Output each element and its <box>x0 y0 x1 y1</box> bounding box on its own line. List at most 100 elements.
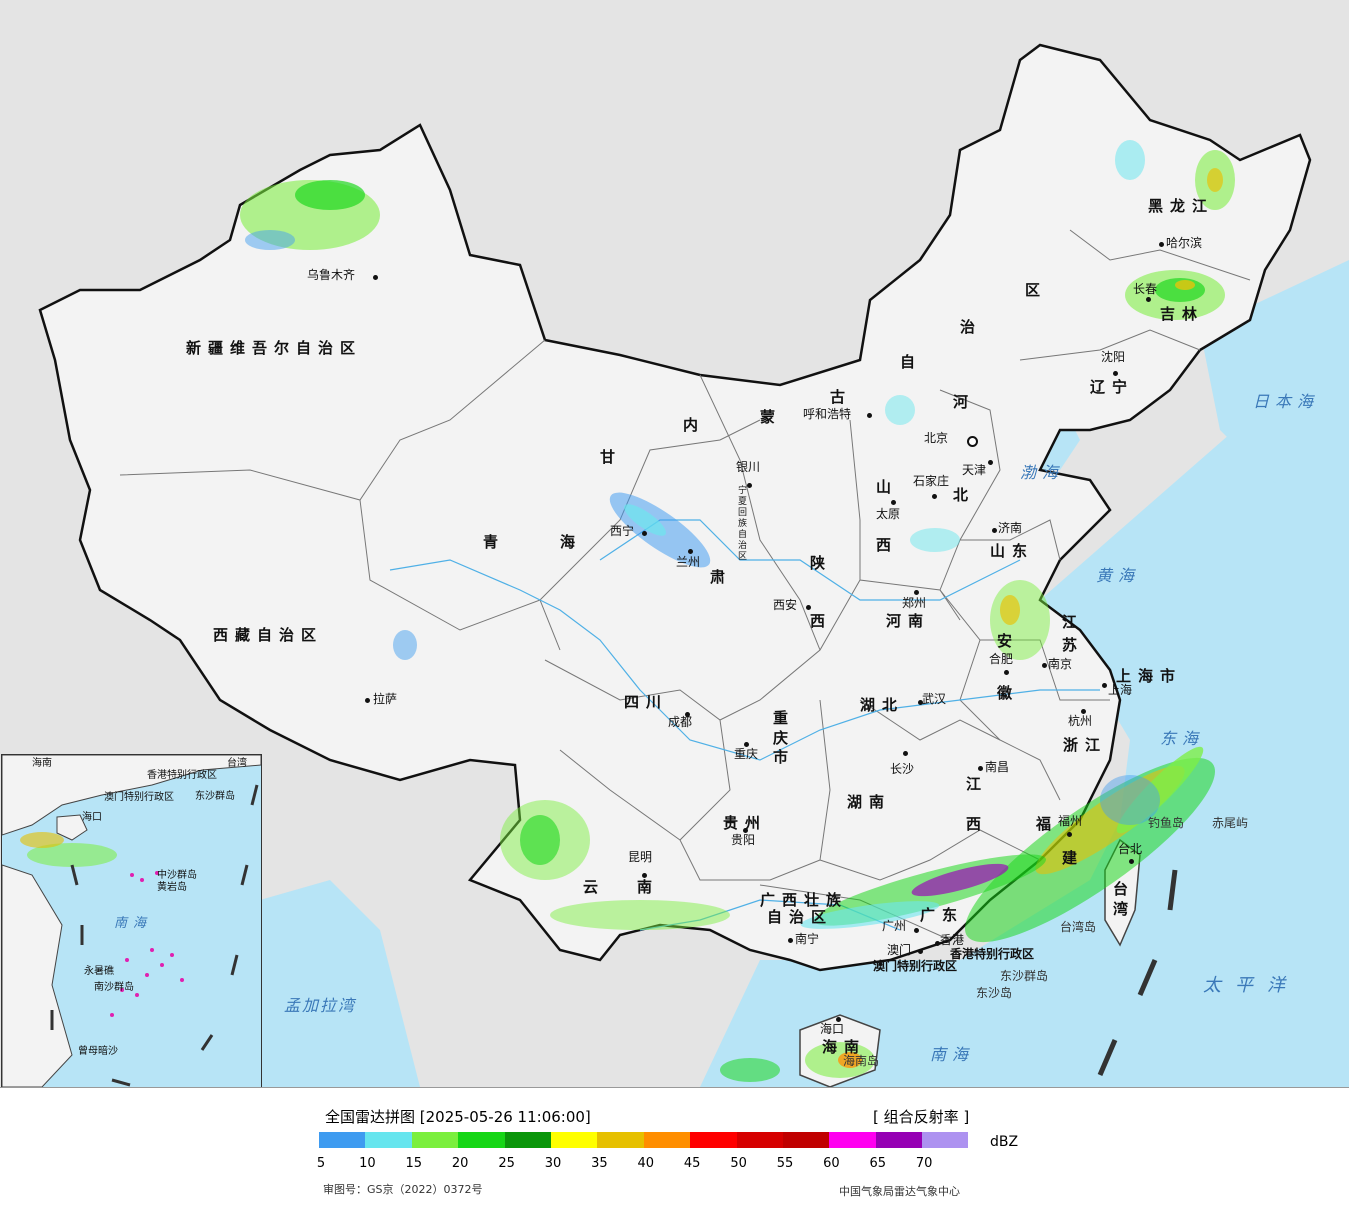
scale-tick-label: 50 <box>730 1156 747 1171</box>
legend-panel: 全国雷达拼图 [2025-05-26 11:06:00] [ 组合反射率 ] 5… <box>0 1087 1349 1209</box>
scale-tick-label: 70 <box>915 1156 933 1171</box>
color-swatch <box>550 1132 598 1148</box>
region-label: 台湾 <box>1113 880 1136 918</box>
region-label: 新疆维吾尔自治区 <box>186 339 363 357</box>
city-label: 广州 <box>882 919 907 933</box>
region-label: 南 <box>637 878 660 896</box>
scale-tick-label: 35 <box>591 1156 608 1171</box>
city-dot <box>373 275 378 280</box>
city-dot <box>688 549 693 554</box>
scale-tick-label: 40 <box>637 1156 655 1171</box>
island-label: 台湾岛 <box>1060 920 1097 934</box>
color-scale-bar <box>319 1132 969 1148</box>
color-swatch <box>829 1132 876 1148</box>
region-label: 安 <box>997 632 1020 650</box>
city-label: 天津 <box>962 463 987 477</box>
city-label: 贵阳 <box>731 833 756 847</box>
region-label: 自 <box>900 353 923 371</box>
city-dot <box>932 494 937 499</box>
scale-tick-label: 55 <box>776 1156 794 1171</box>
inset-label: 东沙群岛 <box>195 791 235 802</box>
region-label: 河南 <box>886 612 931 630</box>
inset-label: 黄岩岛 <box>157 882 187 893</box>
region-label: 湖北 <box>860 696 905 714</box>
color-swatch <box>782 1132 830 1148</box>
color-swatch <box>319 1132 366 1148</box>
city-dot <box>1042 663 1047 668</box>
city-label: 南京 <box>1048 657 1073 671</box>
region-label: 上海市 <box>1116 667 1183 685</box>
city-label: 哈尔滨 <box>1166 236 1203 250</box>
region-label: 区 <box>1025 281 1048 299</box>
region-label: 黑龙江 <box>1148 197 1215 215</box>
island-label: 钓鱼岛 <box>1148 816 1185 830</box>
sea-label: 日本海 <box>1253 392 1320 411</box>
city-dot <box>1159 242 1164 247</box>
inset-label: 海南 <box>32 758 52 769</box>
region-label: 重庆市 <box>773 709 796 766</box>
city-dot <box>918 700 923 705</box>
city-dot <box>836 1017 841 1022</box>
island-label: 赤尾屿 <box>1212 816 1249 830</box>
region-label: 江 <box>966 775 989 793</box>
city-dot <box>642 873 647 878</box>
region-label: 浙江 <box>1063 736 1108 754</box>
sea-label: 东海 <box>1160 729 1205 748</box>
inset-label: 曾母暗沙 <box>78 1046 118 1057</box>
city-dot <box>992 528 997 533</box>
city-label: 福州 <box>1058 814 1083 828</box>
city-dot <box>867 413 872 418</box>
region-label: 湖南 <box>847 793 892 811</box>
region-label: 海 <box>560 533 583 551</box>
city-dot <box>365 698 370 703</box>
region-label: 徽 <box>997 684 1020 702</box>
inset-label: 中沙群岛 <box>157 870 197 881</box>
inset-label: 台湾 <box>227 758 247 769</box>
city-label: 济南 <box>998 521 1023 535</box>
nine-dash-line <box>1097 869 1178 1076</box>
city-label: 郑州 <box>902 596 927 610</box>
city-label: 昆明 <box>628 850 653 864</box>
south-china-sea-inset: 海南 香港特别行政区 澳门特别行政区 东沙群岛 海口 中沙群岛 黄岩岛 南海 永… <box>1 754 262 1087</box>
sea-label: 南海 <box>930 1045 975 1064</box>
city-label: 北京 <box>924 431 949 445</box>
city-label: 西安 <box>773 598 798 612</box>
city-label: 海口 <box>820 1022 845 1036</box>
city-dot <box>642 531 647 536</box>
region-label: 四川 <box>624 693 669 711</box>
color-swatch <box>365 1132 412 1148</box>
city-label: 成都 <box>668 715 693 729</box>
city-label: 银川 <box>736 460 761 474</box>
color-swatch <box>690 1132 737 1148</box>
city-label: 长沙 <box>890 762 915 776</box>
city-dot <box>1129 859 1134 864</box>
city-dot <box>988 460 993 465</box>
scale-tick-label: 10 <box>359 1156 376 1171</box>
radar-map[interactable]: 新疆维吾尔自治区 西藏自治区 青 海 甘 肃 内 蒙 古 自 治 区 黑龙江 吉… <box>0 0 1349 1087</box>
scale-tick-label: 65 <box>869 1156 887 1171</box>
island-label: 东沙群岛 <box>1000 969 1049 983</box>
inset-label: 南海 <box>114 916 153 931</box>
inset-label: 永暑礁 <box>84 966 114 977</box>
bay-of-bengal-area <box>260 880 420 1087</box>
city-dot <box>914 928 919 933</box>
region-label: 西 <box>810 612 833 630</box>
city-label: 武汉 <box>922 692 947 706</box>
city-label: 上海 <box>1108 683 1133 697</box>
city-label: 合肥 <box>989 652 1014 666</box>
city-dot <box>685 712 690 717</box>
city-dot <box>1067 832 1072 837</box>
city-label: 西宁 <box>610 524 635 538</box>
city-label: 南昌 <box>985 760 1010 774</box>
region-label: 广东 <box>920 906 965 924</box>
city-dot <box>935 941 940 946</box>
region-label: 甘 <box>600 448 623 466</box>
region-label: 山 <box>876 478 899 496</box>
legend-title: 全国雷达拼图 [2025-05-26 11:06:00] <box>325 1108 591 1126</box>
sea-label: 渤海 <box>1020 463 1065 482</box>
region-label: 广西壮族 <box>760 891 849 909</box>
color-swatch <box>875 1132 923 1148</box>
inset-label: 澳门特别行政区 <box>104 792 174 803</box>
city-dot <box>1113 371 1118 376</box>
region-label: 澳门特别行政区 <box>873 959 958 973</box>
